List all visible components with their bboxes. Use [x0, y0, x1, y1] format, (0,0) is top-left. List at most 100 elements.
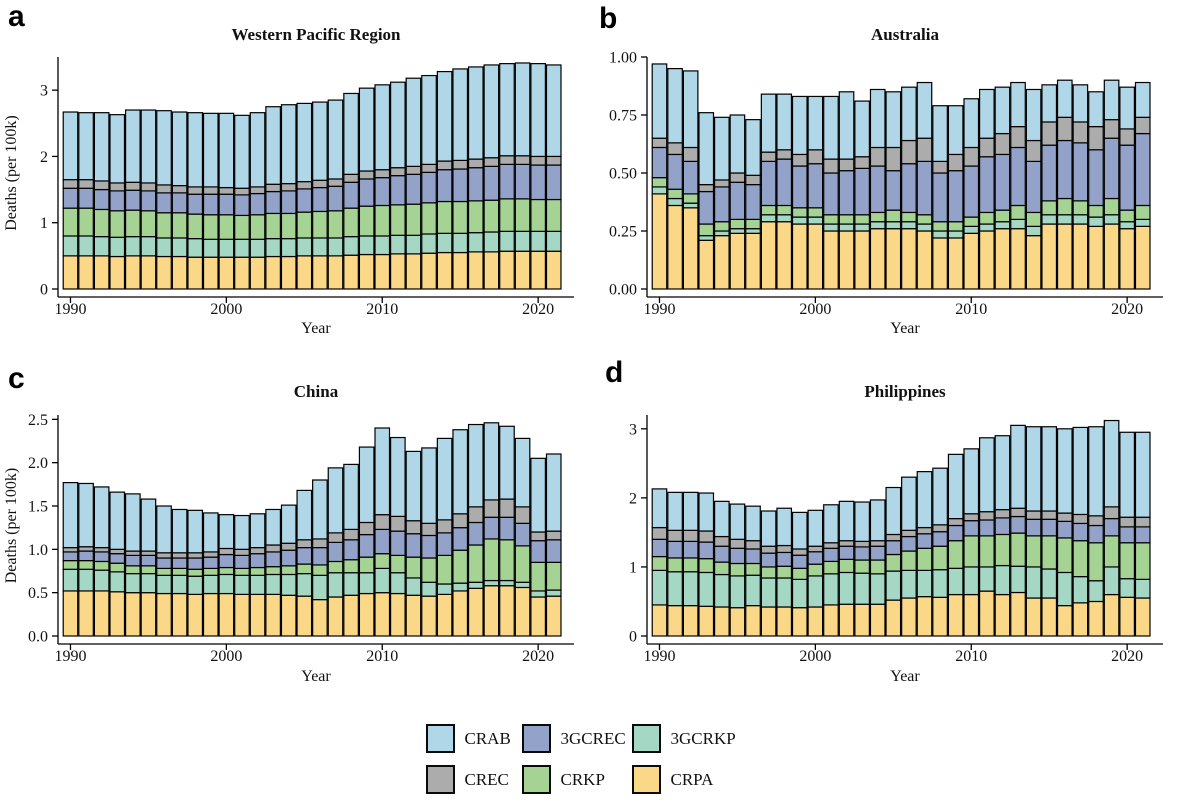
bar-segment-CRKP — [374, 204, 391, 237]
bar-segment-CRAB — [124, 109, 141, 183]
bar-segment-CRAB — [296, 489, 313, 541]
bar-segment-CREC — [545, 155, 562, 166]
bar-segment-CRPA — [436, 593, 453, 637]
bar-segment-CREC — [389, 515, 406, 532]
bar-segment-CRAB — [713, 500, 730, 538]
bar-segment-CRKP — [729, 562, 746, 577]
bar-segment-CREC — [1072, 513, 1089, 525]
bar-segment-3GCREC — [358, 178, 375, 207]
bar-segment-CRKP — [265, 212, 281, 240]
bar-segment-3GCREC — [405, 533, 422, 558]
bar-segment-CRAB — [698, 492, 715, 532]
bar-segment-CREC — [171, 184, 188, 194]
bar-segment-CRKP — [327, 210, 344, 239]
bar-segment-CRKP — [389, 554, 406, 574]
bar-segment-CRKP — [1072, 200, 1089, 216]
bar-segment-3GCRKP — [93, 236, 110, 257]
bar-segment-3GCREC — [140, 190, 157, 212]
bar-segment-CRAB — [682, 491, 699, 531]
bar-segment-CRPA — [885, 228, 902, 290]
bar-segment-CRPA — [124, 592, 141, 637]
bar-segment-CREC — [667, 529, 683, 542]
bar-segment-3GCREC — [963, 520, 980, 537]
bar-segment-CRAB — [667, 67, 683, 144]
bar-segment-3GCRKP — [947, 567, 964, 596]
bar-segment-3GCREC — [963, 165, 980, 218]
bar-segment-3GCREC — [421, 534, 437, 559]
bar-segment-CREC — [916, 137, 933, 162]
bar-segment-3GCRKP — [62, 235, 79, 257]
bar-segment-3GCRKP — [776, 577, 793, 608]
bar-segment-CRKP — [109, 562, 126, 573]
bar-segment-CRAB — [124, 493, 141, 552]
bar-segment-3GCREC — [93, 188, 110, 211]
bar-segment-3GCRKP — [249, 574, 266, 596]
bar-segment-CRPA — [776, 221, 793, 290]
bar-segment-CRAB — [358, 87, 375, 172]
bar-segment-CRKP — [823, 214, 839, 225]
bar-segment-CREC — [682, 529, 699, 542]
bar-segment-CREC — [327, 532, 344, 543]
bar-segment-3GCRKP — [1010, 565, 1026, 594]
bar-segment-CREC — [483, 499, 500, 518]
bar-segment-3GCREC — [791, 165, 808, 209]
legend-label-crec: CREC — [464, 769, 509, 789]
bar-segment-CRAB — [218, 514, 235, 550]
bar-segment-CRPA — [93, 590, 110, 637]
bar-segment-3GCREC — [109, 553, 126, 564]
bar-segment-CRAB — [1088, 91, 1104, 128]
bar-segment-CRAB — [963, 448, 980, 515]
bar-segment-CRKP — [932, 545, 948, 571]
bar-segment-CRKP — [187, 568, 204, 577]
bar-segment-3GCREC — [483, 165, 500, 201]
y-tick-label: 0.25 — [609, 224, 637, 241]
bar-segment-CRKP — [156, 212, 172, 239]
bar-segment-CRKP — [916, 214, 933, 225]
bar-segment-3GCREC — [405, 173, 422, 205]
bar-segment-3GCRKP — [312, 237, 328, 257]
bar-segment-CRPA — [1103, 223, 1120, 290]
bar-segment-CRAB — [1010, 424, 1026, 509]
bar-segment-3GCREC — [343, 539, 359, 561]
bar-segment-CREC — [1056, 512, 1073, 522]
bar-segment-CRKP — [374, 553, 391, 569]
bar-segment-CRKP — [436, 200, 453, 234]
bar-segment-CRPA — [932, 596, 948, 637]
bar-segment-CRAB — [1119, 431, 1136, 518]
legend-swatch-crkp — [521, 765, 551, 794]
bar-segment-CRAB — [869, 88, 886, 149]
bar-segment-CRAB — [1119, 86, 1136, 130]
bar-segment-CRPA — [1134, 597, 1151, 637]
panel-australia: b 0.00 0.25 0.50 0.75 1.00 1990 2000 2010 2020 Au… — [589, 0, 1177, 340]
bar-segment-CREC — [483, 157, 500, 167]
bar-segment-CRKP — [760, 566, 777, 579]
bar-segment-3GCREC — [947, 170, 964, 223]
bar-segment-3GCREC — [234, 554, 250, 569]
bar-segment-3GCREC — [1134, 526, 1151, 544]
bar-segment-3GCRKP — [885, 221, 902, 230]
bar-segment-CRAB — [389, 436, 406, 518]
panel-philippines: d 0 1 2 3 1990 2000 2010 2020 Philippines Year — [589, 340, 1177, 690]
bar-segment-3GCREC — [807, 551, 824, 565]
bar-segment-3GCREC — [78, 187, 94, 209]
bar-segment-CRKP — [1010, 532, 1026, 567]
bar-segment-3GCREC — [452, 527, 469, 551]
bar-segment-3GCRKP — [838, 571, 855, 605]
bar-segment-CRKP — [343, 559, 359, 574]
bar-segment-CRAB — [374, 84, 391, 171]
bar-segment-3GCREC — [280, 190, 297, 215]
bar-segment-CRKP — [932, 221, 948, 232]
bar-segment-3GCREC — [745, 548, 761, 565]
bar-segment-3GCRKP — [1010, 218, 1026, 230]
bar-segment-CRKP — [156, 567, 172, 576]
chart-title: Western Pacific Region — [231, 25, 401, 44]
bar-segment-CRAB — [280, 504, 297, 544]
bar-segment-CRPA — [978, 230, 995, 290]
bar-segment-CREC — [436, 160, 453, 171]
bar-segment-CREC — [109, 182, 126, 192]
bar-segment-CRKP — [776, 565, 793, 579]
bar-segment-CREC — [78, 546, 94, 552]
bar-segment-CRKP — [265, 566, 281, 576]
bar-segment-CRPA — [280, 255, 297, 290]
bar-segment-CRAB — [1025, 426, 1042, 512]
